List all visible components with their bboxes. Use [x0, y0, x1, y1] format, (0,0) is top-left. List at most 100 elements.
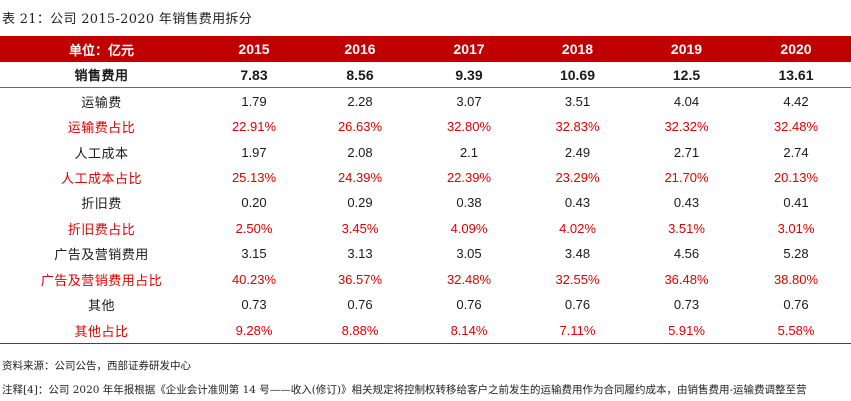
- table-row: 其他占比 9.28% 8.88% 8.14% 7.11% 5.91% 5.58%: [0, 317, 851, 344]
- table-cell: 5.91%: [632, 317, 741, 344]
- table-cell: 2.71: [673, 144, 700, 160]
- table-row: 运输费 1.79 2.28 3.07 3.51 4.04 4.42: [0, 88, 851, 114]
- row-label: 人工成本占比: [60, 171, 142, 187]
- footnote: 注释[4]：公司 2020 年年报根据《企业会计准则第 14 号——收入(修订)…: [2, 384, 807, 396]
- table-cell: 5.58%: [741, 317, 851, 344]
- table-cell: 0.43: [673, 195, 700, 211]
- table-cell: 7.11%: [523, 317, 632, 344]
- table-cell: 8.88%: [305, 317, 415, 344]
- table-cell: 0.73: [241, 297, 267, 313]
- source-note: 资料来源：公司公告，西部证券研发中心: [2, 360, 191, 372]
- table-header-row: 单位：亿元 2015 2016 2017 2018 2019 2020: [0, 36, 851, 62]
- table-caption: 表 21：公司 2015-2020 年销售费用拆分: [2, 12, 252, 27]
- table-cell: 21.70%: [664, 169, 709, 185]
- table-cell: 4.56: [673, 246, 700, 262]
- table-cell: 5.28: [783, 246, 809, 262]
- table-cell: 0.41: [783, 195, 809, 211]
- table-row: 销售费用 7.83 8.56 9.39 10.69 12.5 13.61: [0, 62, 851, 89]
- table-cell: 8.56: [305, 62, 415, 89]
- table-cell: 3.13: [347, 246, 373, 262]
- table-cell: 22.91%: [231, 119, 277, 135]
- row-label: 运输费: [81, 95, 122, 111]
- row-label: 广告及营销费用: [54, 248, 149, 264]
- table-cell: 0.29: [347, 195, 373, 211]
- table-cell: 3.48: [564, 246, 591, 262]
- table-cell: 40.23%: [231, 271, 277, 287]
- table-cell: 2.50%: [235, 220, 273, 236]
- table-cell: 9.28%: [203, 317, 305, 344]
- table-cell: 32.48%: [773, 119, 819, 135]
- table-row: 其他 0.73 0.76 0.76 0.76 0.73 0.76: [0, 292, 851, 317]
- sales-expense-table: 单位：亿元 2015 2016 2017 2018 2019 2020 销售费用…: [0, 36, 851, 344]
- table-cell: 22.39%: [446, 169, 492, 185]
- row-label: 折旧费: [81, 197, 122, 213]
- table-cell: 10.69: [523, 62, 632, 89]
- table-cell: 2.1: [459, 144, 479, 160]
- header-unit: 单位：亿元: [0, 36, 203, 62]
- table-cell: 3.51: [564, 93, 591, 109]
- header-year: 2015: [203, 36, 305, 62]
- row-label: 广告及营销费用占比: [40, 273, 163, 289]
- table-cell: 36.57%: [337, 271, 383, 287]
- table-cell: 4.02%: [559, 220, 596, 236]
- table-cell: 20.13%: [773, 169, 819, 185]
- table-row: 折旧费 0.20 0.29 0.38 0.43 0.43 0.41: [0, 190, 851, 215]
- header-year: 2020: [741, 36, 851, 62]
- header-year: 2018: [523, 36, 632, 62]
- header-year: 2019: [632, 36, 741, 62]
- table-cell: 3.45%: [341, 220, 379, 236]
- table-cell: 4.04: [673, 93, 700, 109]
- table-cell: 0.76: [783, 297, 809, 313]
- table-cell: 23.29%: [555, 169, 600, 185]
- table-cell: 0.20: [241, 195, 267, 211]
- table-cell: 36.48%: [664, 271, 709, 287]
- table-cell: 13.61: [741, 62, 851, 89]
- table-cell: 3.01%: [777, 220, 815, 236]
- table-cell: 1.79: [241, 93, 267, 109]
- table-cell: 8.14%: [415, 317, 523, 344]
- table-cell: 0.76: [347, 297, 373, 313]
- table-cell: 3.51%: [668, 220, 705, 236]
- row-label: 销售费用: [0, 62, 203, 89]
- table-cell: 1.97: [241, 144, 267, 160]
- row-label: 人工成本: [74, 146, 129, 162]
- table-cell: 2.74: [783, 144, 809, 160]
- table-cell: 0.43: [564, 195, 591, 211]
- table-cell: 32.83%: [555, 119, 600, 135]
- table-cell: 24.39%: [337, 169, 383, 185]
- row-label: 运输费占比: [67, 121, 136, 137]
- row-label: 其他占比: [0, 317, 203, 344]
- table-cell: 3.15: [241, 246, 267, 262]
- table-cell: 32.55%: [555, 271, 600, 287]
- table-cell: 7.83: [203, 62, 305, 89]
- table-cell: 25.13%: [231, 169, 277, 185]
- table-row: 人工成本占比 25.13% 24.39% 22.39% 23.29% 21.70% 20.1…: [0, 165, 851, 190]
- table-cell: 0.76: [564, 297, 591, 313]
- table-cell: 0.38: [456, 195, 482, 211]
- table-cell: 0.73: [673, 297, 700, 313]
- table-cell: 4.42: [783, 93, 809, 109]
- header-year: 2017: [415, 36, 523, 62]
- table-cell: 32.80%: [446, 119, 492, 135]
- table-cell: 9.39: [415, 62, 523, 89]
- table-row: 人工成本 1.97 2.08 2.1 2.49 2.71 2.74: [0, 139, 851, 164]
- table-cell: 32.32%: [664, 119, 709, 135]
- table-cell: 12.5: [632, 62, 741, 89]
- table-row: 运输费占比 22.91% 26.63% 32.80% 32.83% 32.32% 32.48…: [0, 114, 851, 139]
- table-cell: 2.08: [347, 144, 373, 160]
- table-row: 广告及营销费用占比 40.23% 36.57% 32.48% 32.55% 36.48% 3…: [0, 267, 851, 292]
- table-cell: 2.28: [347, 93, 373, 109]
- row-label: 折旧费占比: [67, 222, 136, 238]
- table-cell: 32.48%: [446, 271, 492, 287]
- table-cell: 0.76: [456, 297, 482, 313]
- table-cell: 2.49: [564, 144, 591, 160]
- table-cell: 26.63%: [337, 119, 383, 135]
- header-year: 2016: [305, 36, 415, 62]
- table-cell: 3.05: [456, 246, 482, 262]
- table-cell: 3.07: [456, 93, 482, 109]
- table-cell: 38.80%: [773, 271, 819, 287]
- table-row: 折旧费占比 2.50% 3.45% 4.09% 4.02% 3.51% 3.01%: [0, 216, 851, 241]
- row-label: 其他: [87, 299, 115, 315]
- table-row: 广告及营销费用 3.15 3.13 3.05 3.48 4.56 5.28: [0, 241, 851, 266]
- table-cell: 4.09%: [450, 220, 488, 236]
